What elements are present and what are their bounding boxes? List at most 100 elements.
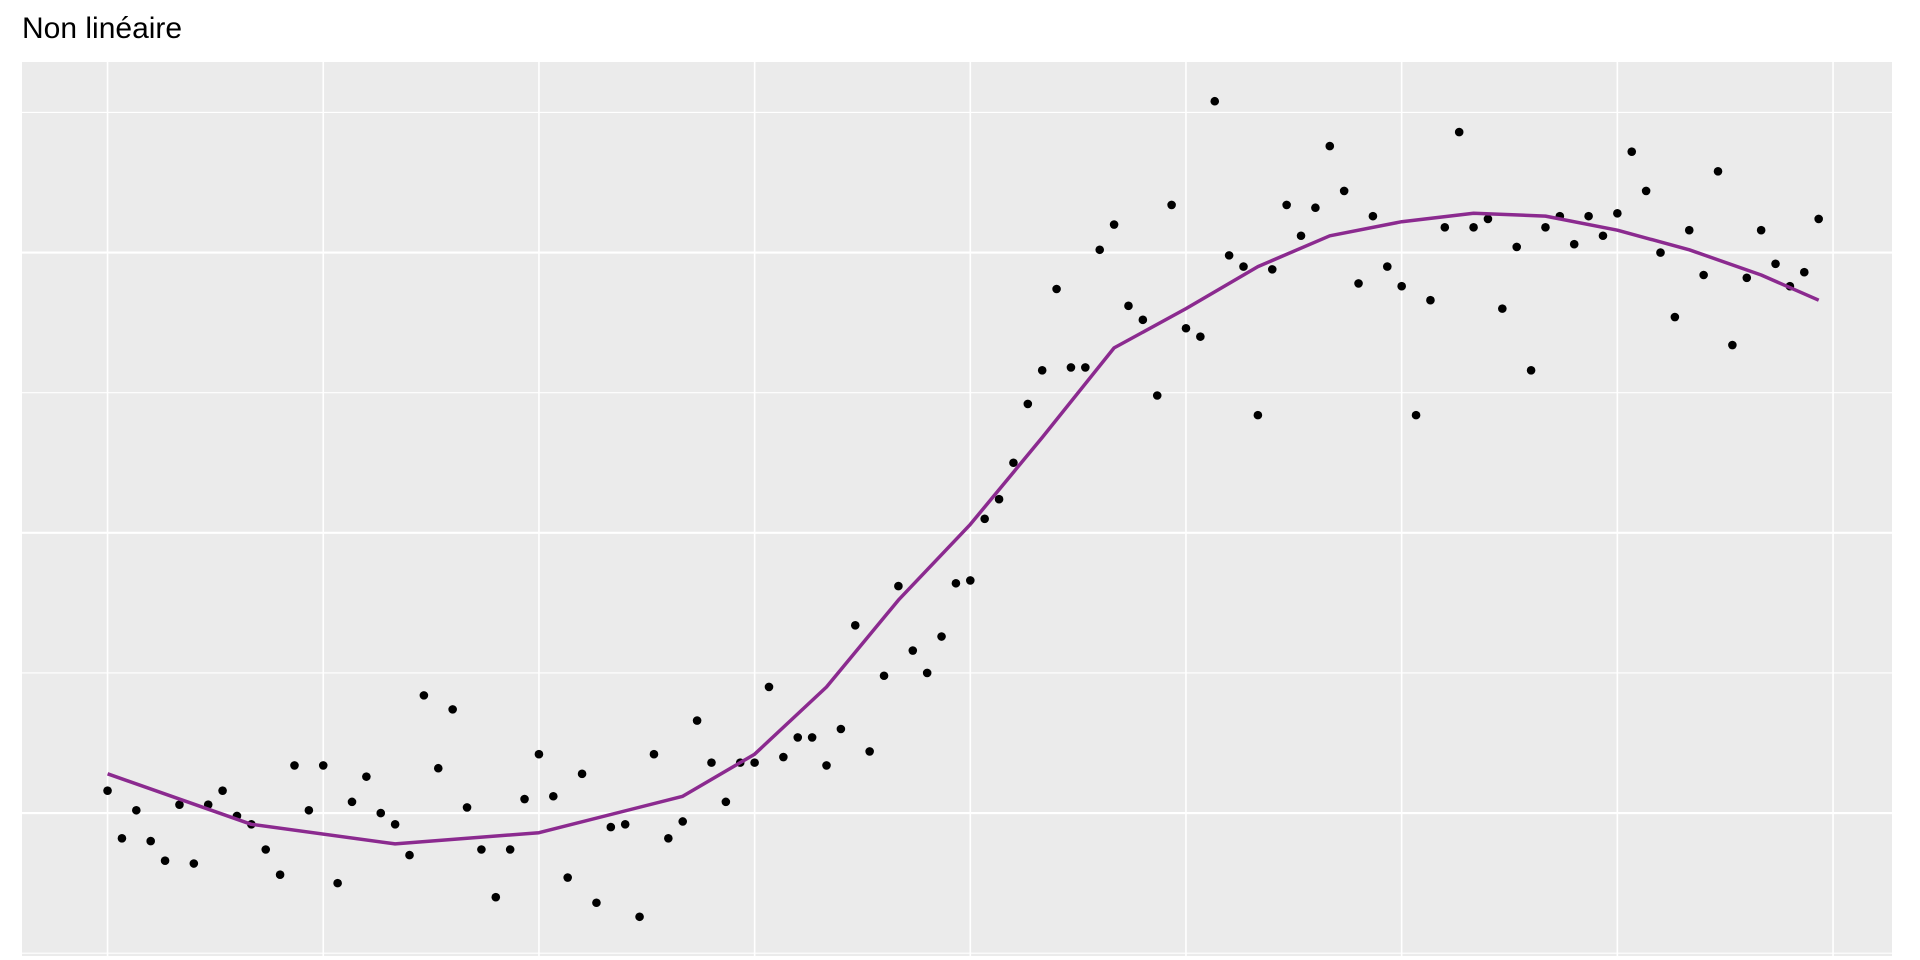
- point: [966, 576, 975, 585]
- panel: [22, 62, 1892, 956]
- point: [419, 691, 429, 700]
- point: [304, 805, 314, 815]
- grid: [22, 62, 1892, 956]
- smooth-line: [107, 211, 1820, 846]
- point: [1512, 242, 1522, 252]
- point: [764, 682, 774, 692]
- point: [1541, 223, 1550, 232]
- point: [635, 912, 644, 922]
- point: [261, 845, 271, 854]
- point: [1181, 323, 1191, 333]
- point: [189, 859, 199, 868]
- point: [1382, 262, 1392, 271]
- point: [779, 752, 788, 762]
- point: [1814, 214, 1823, 224]
- point: [333, 878, 342, 888]
- point: [1325, 141, 1335, 151]
- point: [1613, 209, 1622, 218]
- point: [290, 761, 299, 770]
- point: [448, 705, 457, 714]
- point: [592, 898, 601, 908]
- point: [750, 758, 759, 767]
- point: [1498, 304, 1507, 313]
- point: [1771, 259, 1780, 269]
- point: [994, 494, 1004, 504]
- point: [1138, 315, 1148, 325]
- point: [1124, 301, 1133, 311]
- point: [1411, 410, 1421, 420]
- point: [793, 733, 803, 742]
- point: [1713, 166, 1723, 176]
- point: [1656, 248, 1665, 257]
- point: [1095, 245, 1105, 255]
- point: [1296, 231, 1306, 241]
- point: [318, 761, 328, 770]
- point: [1454, 127, 1464, 137]
- point: [1066, 363, 1076, 372]
- point: [1584, 211, 1593, 221]
- point: [132, 805, 141, 815]
- point: [721, 797, 731, 807]
- point: [175, 800, 184, 809]
- point: [1224, 251, 1234, 260]
- point: [376, 808, 386, 818]
- point: [390, 819, 400, 829]
- point: [707, 758, 716, 767]
- point: [1799, 267, 1809, 277]
- point: [1483, 214, 1493, 224]
- point: [980, 514, 989, 524]
- point: [520, 794, 529, 804]
- point: [1569, 239, 1579, 249]
- point: [505, 845, 515, 854]
- point: [160, 856, 170, 866]
- point: [1239, 262, 1248, 271]
- point: [1526, 365, 1536, 375]
- point: [1009, 458, 1018, 468]
- point: [937, 632, 946, 641]
- point: [1368, 211, 1378, 221]
- point: [117, 833, 127, 843]
- point: [103, 786, 112, 795]
- point: [649, 749, 659, 759]
- point: [1354, 279, 1363, 288]
- point: [620, 819, 630, 829]
- point: [1282, 200, 1291, 210]
- point: [879, 671, 889, 681]
- point: [865, 747, 874, 756]
- point: [894, 581, 903, 591]
- point: [1756, 225, 1766, 235]
- point: [1699, 270, 1708, 280]
- chart-title: Non linéaire: [22, 12, 182, 45]
- point: [1742, 273, 1752, 283]
- point: [1598, 231, 1608, 241]
- point: [549, 791, 558, 801]
- point: [491, 892, 501, 902]
- point: [577, 769, 587, 779]
- point: [951, 578, 961, 588]
- point: [606, 822, 616, 832]
- point: [1167, 200, 1176, 210]
- point: [477, 845, 486, 854]
- point: [922, 668, 932, 678]
- point: [1339, 186, 1349, 196]
- point: [836, 724, 846, 734]
- point: [1426, 295, 1435, 305]
- point: [1728, 340, 1737, 350]
- point: [1152, 391, 1162, 400]
- point: [1196, 332, 1205, 341]
- point: [433, 763, 443, 773]
- point: [1684, 225, 1694, 235]
- point: [678, 817, 688, 826]
- point: [1210, 96, 1220, 106]
- point: [850, 621, 860, 630]
- point: [563, 873, 572, 882]
- point: [1267, 265, 1277, 274]
- point: [347, 797, 357, 807]
- point: [362, 772, 371, 781]
- point: [1641, 186, 1651, 196]
- point: [1670, 312, 1680, 322]
- point: [1109, 220, 1119, 229]
- point: [1440, 223, 1450, 232]
